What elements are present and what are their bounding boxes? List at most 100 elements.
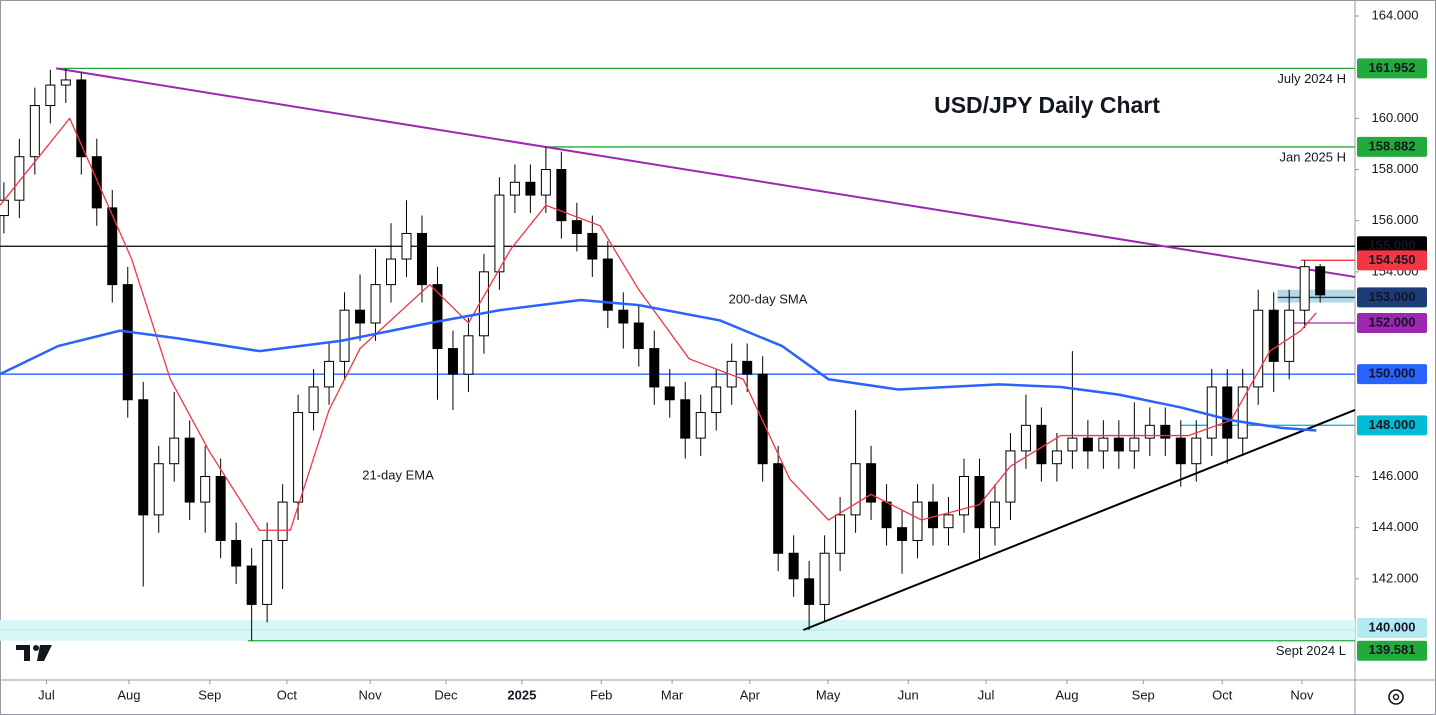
indicator-label: 21-day EMA	[362, 467, 434, 482]
x-tick-label: Aug	[117, 687, 140, 702]
settings-hub[interactable]	[1392, 693, 1400, 701]
x-tick-label: Sep	[1132, 687, 1155, 702]
candle-body	[850, 463, 861, 516]
level-label-box	[1357, 640, 1427, 661]
candle-body	[1299, 266, 1310, 311]
candle-body	[633, 322, 644, 350]
level-label-box	[1357, 618, 1427, 638]
candle-body	[587, 232, 598, 260]
candle-body	[1175, 437, 1186, 465]
x-tick-label: Oct	[277, 687, 298, 702]
candle-body	[897, 527, 908, 541]
candle-body	[1191, 437, 1202, 465]
candle-body	[494, 194, 505, 273]
candle-body	[726, 360, 737, 388]
candle-body	[680, 399, 691, 439]
level-label: 154.450	[1369, 252, 1416, 267]
candle-body	[76, 79, 87, 158]
chart-title: USD/JPY Daily Chart	[934, 92, 1160, 118]
level-label-box	[1357, 58, 1427, 79]
indicator-line	[0, 117, 1317, 531]
x-tick-label: Dec	[434, 687, 458, 702]
level-label: 139.581	[1369, 642, 1416, 657]
candle-body	[757, 373, 768, 465]
level-label-box	[1357, 364, 1427, 385]
candle-body	[401, 232, 412, 260]
x-tick-label: Nov	[1290, 687, 1314, 702]
y-tick-label: 158.000	[1372, 161, 1419, 176]
candle-body	[339, 309, 350, 362]
settings-icon[interactable]	[1388, 689, 1404, 705]
candle-body	[1206, 386, 1217, 439]
candle-body	[45, 84, 56, 107]
x-tick-label: May	[816, 687, 841, 702]
level-label: 152.000	[1369, 314, 1416, 329]
candle-body	[1160, 424, 1171, 439]
settings-ring[interactable]	[1388, 689, 1404, 705]
candle-body	[1098, 437, 1109, 452]
level-label-box	[1357, 136, 1427, 157]
candle-body	[556, 169, 567, 222]
y-tick-label: 146.000	[1372, 468, 1419, 483]
candle-body	[571, 220, 582, 234]
level-label: 150.000	[1369, 366, 1416, 381]
candle-body	[29, 105, 40, 158]
candle-body	[1144, 424, 1155, 439]
candle-body	[370, 284, 381, 324]
plot-area	[0, 67, 1356, 642]
level-label-box	[1357, 287, 1427, 308]
candle-body	[711, 386, 722, 414]
candle-body	[602, 258, 613, 311]
candle-body	[928, 501, 939, 529]
x-tick-label: Mar	[661, 687, 684, 702]
candle-body	[1253, 309, 1264, 388]
candle-body	[618, 309, 629, 324]
candle-body	[649, 348, 660, 388]
candle-body	[200, 476, 211, 503]
candle-body	[308, 386, 319, 414]
x-tick-label: Jul	[38, 687, 55, 702]
candle-body	[1268, 309, 1279, 362]
x-tick-label: Jul	[978, 687, 995, 702]
level-note: Jan 2025 H	[1280, 149, 1347, 164]
candle-body	[989, 501, 1000, 529]
candle-body	[1082, 437, 1093, 452]
candle-body	[14, 156, 25, 201]
logo-mark	[16, 645, 30, 661]
candle-body	[695, 412, 706, 439]
candle-body	[447, 348, 458, 375]
candle-body	[1113, 437, 1124, 452]
candle-body	[231, 539, 242, 567]
candle-body	[1315, 266, 1326, 296]
zone	[1277, 289, 1355, 303]
logo-dot	[33, 645, 39, 651]
x-tick-label: Sep	[198, 687, 221, 702]
candle-body	[122, 284, 133, 401]
candle-body	[0, 199, 9, 217]
candle-body	[540, 169, 551, 196]
level-note: Sept 2024 L	[1276, 643, 1346, 658]
x-tick-label: Apr	[740, 687, 761, 702]
candle-body	[432, 284, 443, 350]
candle-body	[169, 437, 180, 465]
candle-body	[355, 309, 366, 324]
x-tick-label: Oct	[1212, 687, 1233, 702]
candle-body	[773, 463, 784, 554]
candle-body	[1222, 386, 1233, 439]
candle-body	[107, 207, 118, 286]
candle-body	[881, 501, 892, 529]
logo-mark	[37, 645, 52, 661]
candle-body	[509, 181, 520, 196]
candle-body	[91, 156, 102, 209]
indicator-label: 200-day SMA	[729, 291, 808, 306]
level-label: 158.882	[1369, 138, 1416, 153]
y-tick-label: 156.000	[1372, 212, 1419, 227]
candle-body	[788, 552, 799, 580]
candle-body	[804, 578, 815, 605]
candle-body	[1237, 386, 1248, 439]
candle-body	[463, 335, 474, 375]
candle-body	[277, 501, 288, 541]
level-note: July 2024 H	[1277, 71, 1346, 86]
